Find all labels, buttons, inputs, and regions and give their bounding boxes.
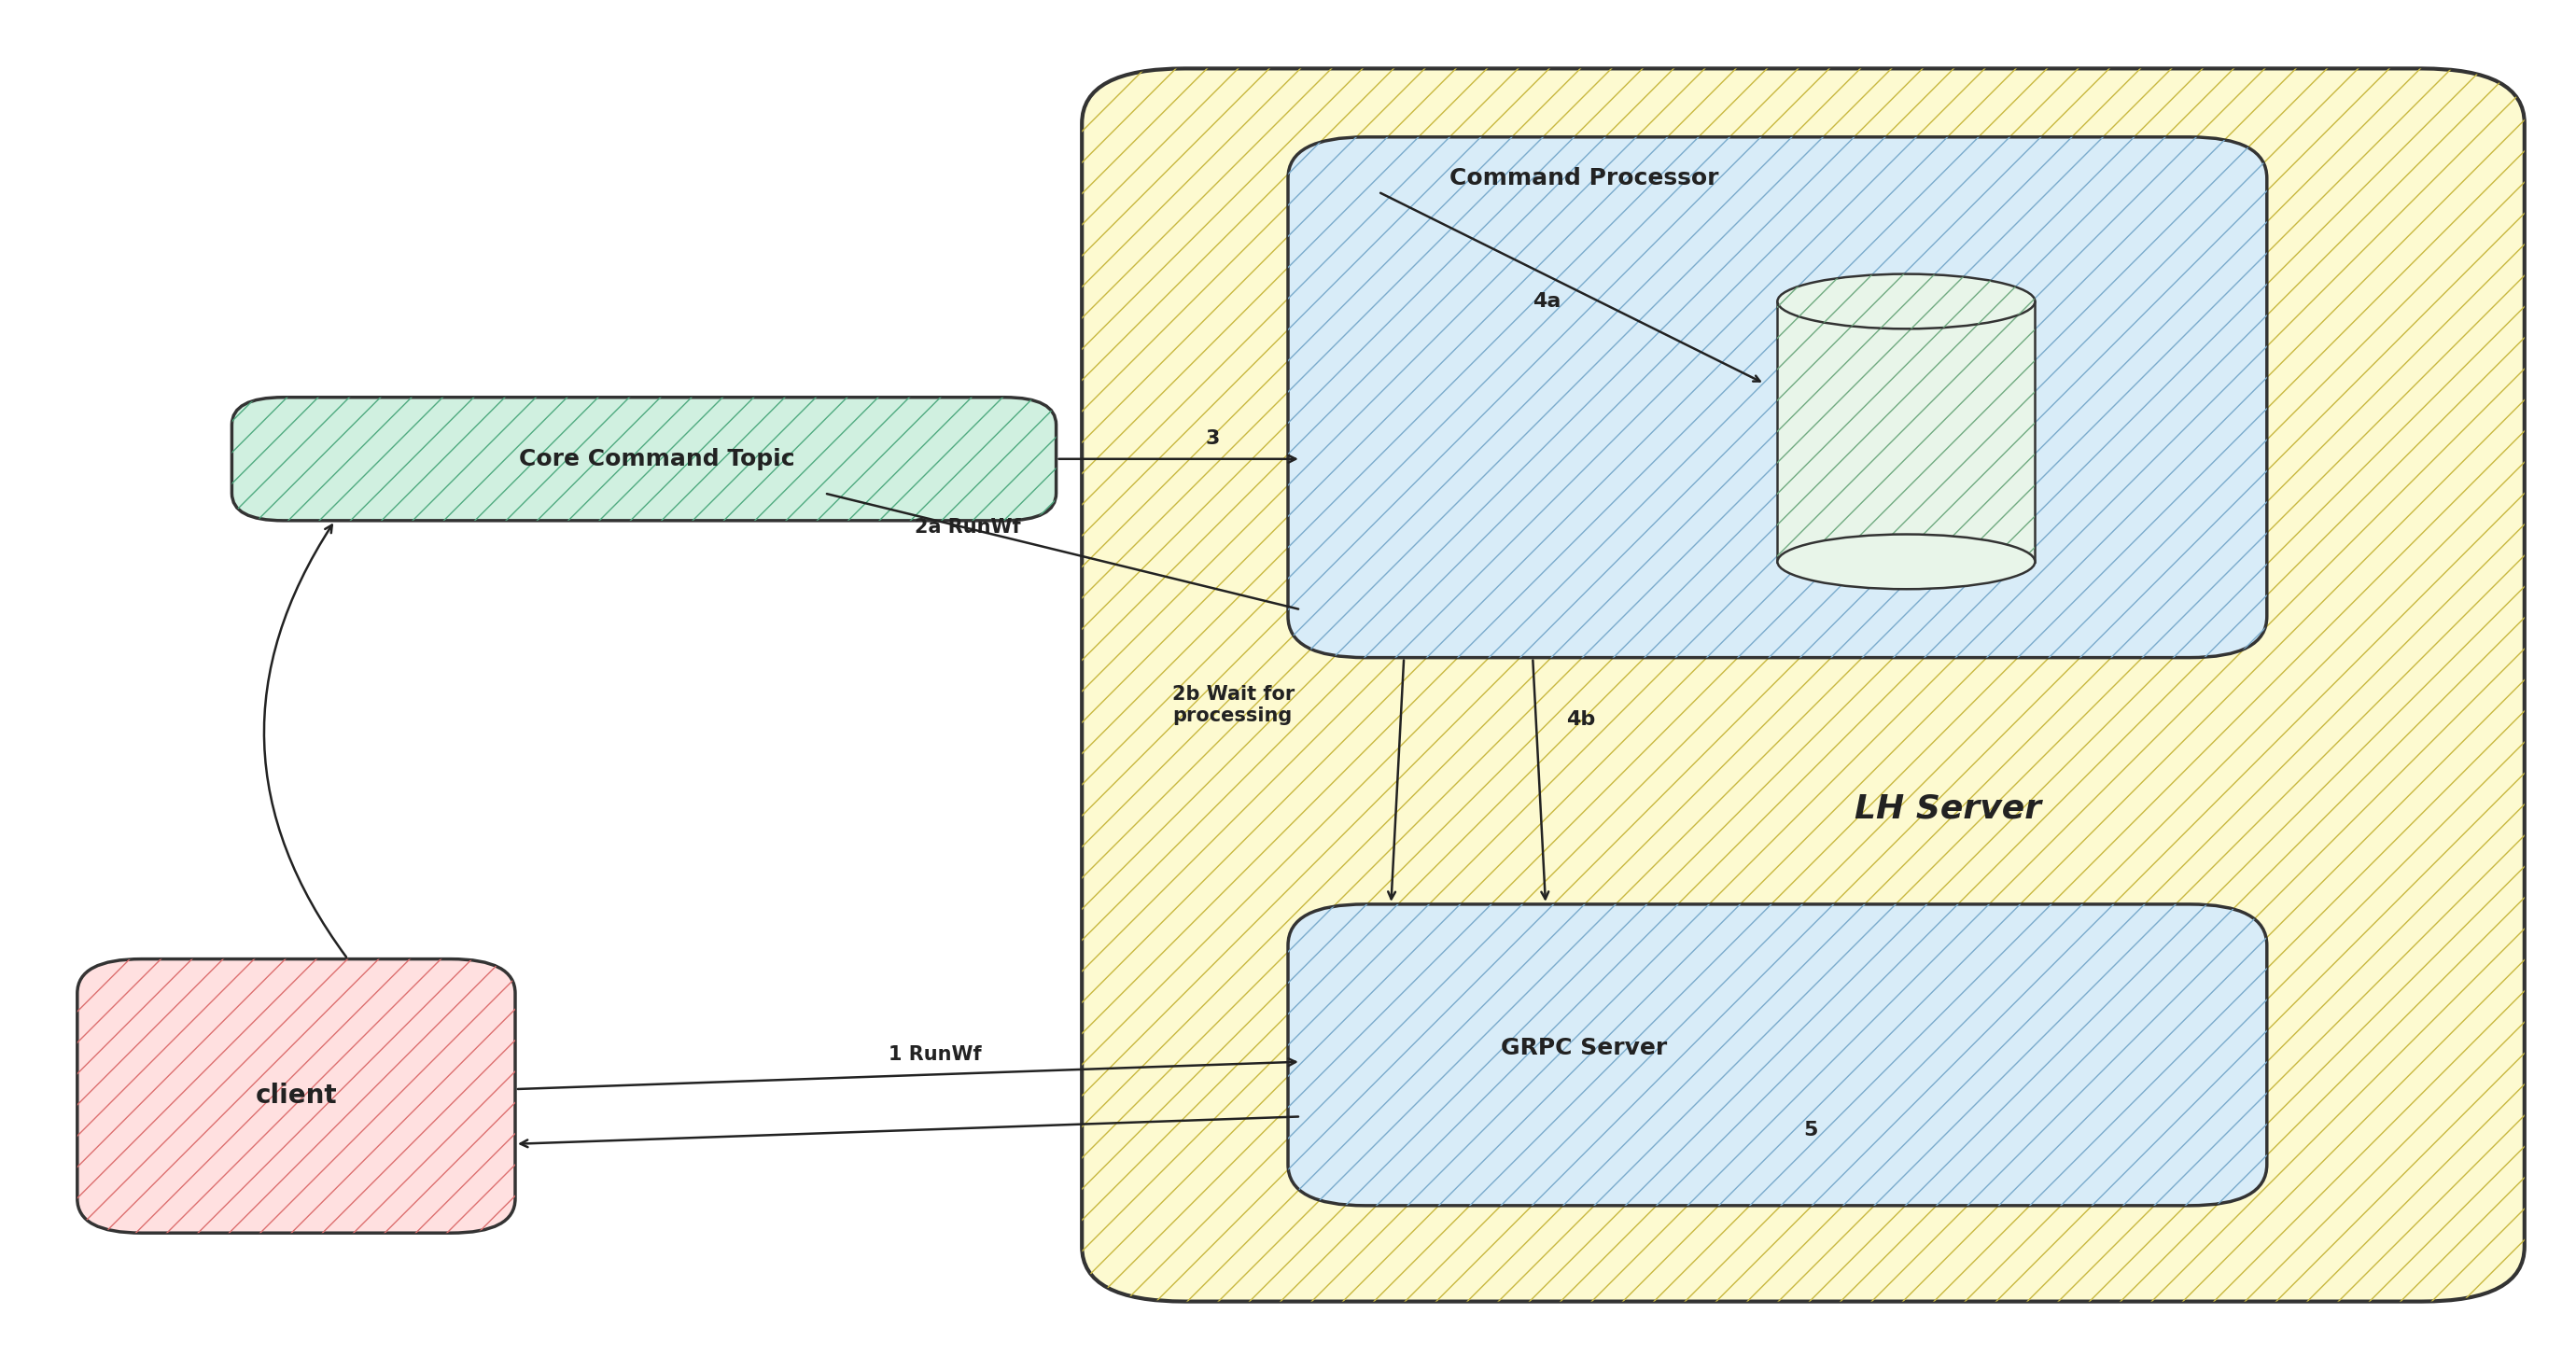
Ellipse shape	[1777, 274, 2035, 329]
Text: 4b: 4b	[1566, 710, 1595, 729]
FancyBboxPatch shape	[1288, 904, 2267, 1206]
Text: 4a: 4a	[1533, 292, 1561, 311]
Text: client: client	[255, 1082, 337, 1110]
Ellipse shape	[1777, 534, 2035, 589]
Text: GRPC Server: GRPC Server	[1502, 1037, 1667, 1059]
Bar	[1777, 301, 2035, 562]
Text: 1 RunWf: 1 RunWf	[889, 1045, 981, 1064]
Text: 2b Wait for
processing: 2b Wait for processing	[1172, 685, 1296, 725]
Bar	[1777, 301, 2035, 562]
Text: 5: 5	[1803, 1121, 1819, 1140]
FancyBboxPatch shape	[1082, 68, 2524, 1301]
Text: Core Command Topic: Core Command Topic	[518, 448, 796, 470]
Text: Command Processor: Command Processor	[1450, 167, 1718, 189]
FancyBboxPatch shape	[1288, 137, 2267, 658]
Text: LH Server: LH Server	[1855, 792, 2043, 825]
FancyBboxPatch shape	[232, 397, 1056, 521]
FancyBboxPatch shape	[77, 959, 515, 1233]
Text: 3: 3	[1206, 429, 1221, 448]
Text: 2a RunWf: 2a RunWf	[914, 518, 1020, 537]
